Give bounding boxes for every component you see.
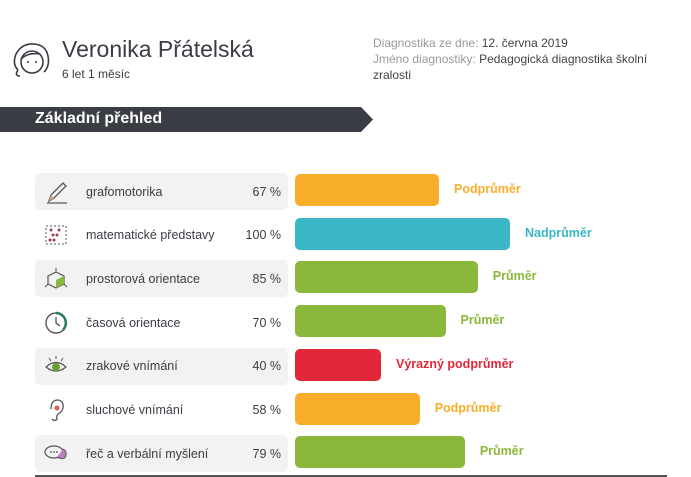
score-bar xyxy=(295,392,420,425)
score-bar xyxy=(295,305,446,338)
skill-row: sluchové vnímání 58 % xyxy=(35,392,288,429)
skill-percent: 100 % xyxy=(245,228,281,243)
skill-label: grafomotorika xyxy=(86,184,163,199)
rating-label: Průměr xyxy=(479,444,524,459)
score-bar xyxy=(295,174,440,206)
skill-percent: 67 % xyxy=(252,184,282,199)
skill-label: zrakové vnímání xyxy=(86,359,178,374)
skill-percent: 79 % xyxy=(252,446,282,461)
date-value: 12. června 2019 xyxy=(481,36,568,50)
abacus-icon xyxy=(45,225,67,245)
skill-row: grafomotorika 67 % xyxy=(35,173,288,210)
section-header: Základní přehled xyxy=(0,107,373,132)
rating-label: Nadprůměr xyxy=(525,225,592,240)
rating-label: Výrazný podprůměr xyxy=(396,356,514,371)
clock-icon xyxy=(45,311,68,334)
skill-percent: 58 % xyxy=(252,403,282,417)
skill-label: časová orientace xyxy=(86,315,181,330)
score-bar xyxy=(295,436,465,469)
skill-label: prostorová orientace xyxy=(86,271,200,286)
rating-label: Průměr xyxy=(492,269,537,284)
rating-label: Průměr xyxy=(460,313,505,328)
skill-row: zrakové vnímání 40 % xyxy=(35,347,288,385)
diag-label: Jméno diagnostiky: xyxy=(373,52,476,66)
skill-row: řeč a verbální myšlení 79 % xyxy=(35,435,288,473)
child-age: 6 let 1 měsíc xyxy=(62,67,131,81)
skill-label: sluchové vnímání xyxy=(86,403,184,417)
section-title: Základní přehled xyxy=(35,110,163,127)
skill-row: prostorová orientace 85 % xyxy=(35,260,288,298)
speech-bubbles-icon xyxy=(44,445,67,459)
score-bar xyxy=(295,217,510,250)
skill-percent: 70 % xyxy=(252,315,282,330)
section-arrow-banner xyxy=(0,107,373,132)
pencil-icon xyxy=(47,181,67,204)
child-avatar-icon xyxy=(13,43,50,77)
ear-icon xyxy=(50,399,64,422)
child-name: Veronika Přátelská xyxy=(62,36,254,62)
skill-label: matematické představy xyxy=(86,228,215,243)
skill-row: matematické představy 100 % xyxy=(35,217,288,254)
diagnostic-name: Jméno diagnostiky: Pedagogická diagnosti… xyxy=(373,51,683,83)
eye-icon xyxy=(45,356,67,372)
rating-label: Podprůměr xyxy=(454,182,521,196)
cube-icon xyxy=(44,267,68,289)
diagnostic-date: Diagnostika ze dne: 12. června 2019 xyxy=(373,35,683,51)
divider xyxy=(35,475,667,477)
rating-label: Podprůměr xyxy=(434,400,502,415)
skill-label: řeč a verbální myšlení xyxy=(86,446,209,461)
score-bar xyxy=(295,261,478,294)
date-label: Diagnostika ze dne: xyxy=(373,36,479,50)
diag-value: Pedagogická diagnostika školní zralosti xyxy=(373,52,648,82)
skill-row: časová orientace 70 % xyxy=(35,304,288,341)
skill-percent: 85 % xyxy=(252,271,282,286)
score-bar xyxy=(295,348,381,381)
skill-percent: 40 % xyxy=(252,359,282,374)
